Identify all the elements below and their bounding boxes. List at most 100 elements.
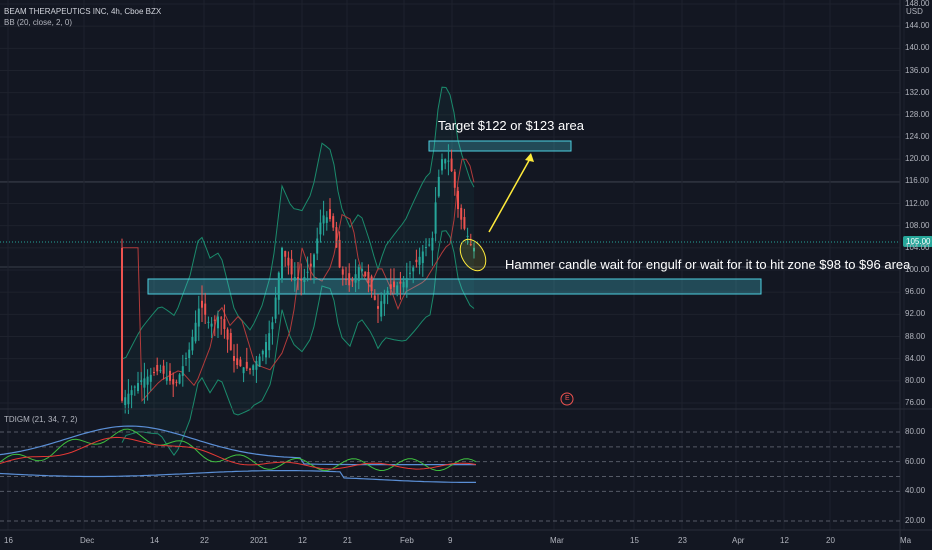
candle-body bbox=[434, 202, 437, 234]
candle-body bbox=[130, 390, 133, 396]
candle-body bbox=[287, 257, 290, 266]
price-tick-label: 116.00 bbox=[905, 176, 929, 186]
candle-body bbox=[297, 277, 299, 279]
candle-body bbox=[124, 397, 127, 406]
candle-body bbox=[309, 263, 312, 267]
candle-body bbox=[377, 306, 379, 309]
candle-body bbox=[245, 361, 248, 369]
candle-body bbox=[249, 368, 251, 370]
candle-body bbox=[162, 365, 165, 374]
candle-body bbox=[444, 159, 447, 164]
tdi-tick-label: 80.00 bbox=[905, 427, 926, 436]
candle-body bbox=[197, 308, 200, 327]
candle-body bbox=[453, 171, 456, 188]
candle-body bbox=[463, 217, 466, 229]
candle-body bbox=[380, 301, 383, 317]
hammer-annotation: Hammer candle wait for engulf or wait fo… bbox=[505, 257, 911, 272]
price-tick-label: 124.00 bbox=[905, 132, 930, 141]
candle-body bbox=[412, 267, 415, 272]
candle-body bbox=[146, 376, 149, 385]
price-tick-label: 100.00 bbox=[905, 265, 930, 274]
time-tick-label: Dec bbox=[80, 536, 95, 545]
price-tick-label: 84.00 bbox=[905, 353, 926, 363]
candle-body bbox=[396, 285, 399, 295]
candle-body bbox=[236, 358, 239, 366]
candle-body bbox=[367, 271, 370, 284]
tdi-tick-label: 40.00 bbox=[905, 486, 926, 496]
time-tick-label: Mar bbox=[550, 536, 564, 545]
price-tick-label: 108.00 bbox=[905, 220, 930, 230]
candle-body bbox=[265, 342, 267, 358]
candle-body bbox=[357, 267, 360, 282]
candle-body bbox=[268, 333, 271, 351]
candle-body bbox=[159, 370, 162, 372]
tdi-lower-band bbox=[0, 470, 476, 483]
price-tick-label: 112.00 bbox=[905, 198, 929, 208]
time-tick-label: Feb bbox=[400, 536, 414, 545]
time-tick-label: 16 bbox=[4, 536, 13, 545]
price-tick-label: 104.00 bbox=[905, 242, 930, 252]
candle-body bbox=[172, 379, 175, 385]
candle-body bbox=[437, 176, 440, 197]
target-zone bbox=[428, 140, 572, 152]
candle-body bbox=[156, 365, 159, 372]
candle-body bbox=[223, 319, 226, 329]
candle-body bbox=[431, 237, 434, 251]
price-tick-label: 148.00 bbox=[905, 0, 930, 8]
tdi-levels bbox=[0, 431, 900, 522]
candle-body bbox=[284, 251, 287, 257]
price-tick-label: 128.00 bbox=[905, 109, 930, 119]
candle-body bbox=[274, 297, 277, 319]
price-tick-label: 92.00 bbox=[905, 309, 926, 319]
candle-body bbox=[271, 322, 274, 330]
candle-body bbox=[473, 247, 475, 252]
tdi-tick-label: 60.00 bbox=[905, 456, 926, 466]
candle-body bbox=[335, 227, 338, 248]
candle-body bbox=[415, 259, 418, 263]
candle-body bbox=[188, 349, 191, 358]
candle-body bbox=[409, 272, 411, 274]
price-tick-label: 80.00 bbox=[905, 375, 926, 385]
candle-body bbox=[149, 374, 152, 382]
candle-body bbox=[351, 279, 354, 282]
candle-body bbox=[258, 356, 261, 367]
candle-body bbox=[233, 355, 235, 361]
time-tick-label: 12 bbox=[298, 536, 307, 545]
candle-body bbox=[393, 281, 395, 288]
candle-body bbox=[447, 160, 450, 162]
candle-body bbox=[466, 235, 469, 238]
candle-body bbox=[204, 303, 207, 315]
candle-body bbox=[421, 251, 424, 264]
tdi-signal-line bbox=[0, 436, 477, 470]
candle-body bbox=[194, 322, 197, 342]
candle-body bbox=[316, 238, 319, 254]
time-tick-label: 21 bbox=[343, 536, 352, 545]
candle-body bbox=[441, 159, 443, 171]
candle-body bbox=[226, 329, 229, 340]
candle-body bbox=[418, 256, 421, 265]
candle-body bbox=[303, 277, 306, 283]
price-tick-label: 88.00 bbox=[905, 331, 926, 341]
bollinger-lower-band bbox=[121, 230, 475, 456]
candle-body bbox=[306, 271, 309, 273]
support-zone bbox=[147, 278, 762, 295]
candle-body bbox=[457, 190, 459, 210]
currency-label: USD bbox=[906, 7, 923, 16]
time-tick-label: 15 bbox=[630, 536, 639, 545]
candle-body bbox=[143, 378, 146, 388]
last-price-tag: 105.00 bbox=[903, 236, 932, 247]
candle-body bbox=[229, 333, 232, 351]
tdi-rsi-line bbox=[0, 428, 477, 472]
candle-body bbox=[178, 374, 181, 384]
candle-body bbox=[137, 383, 139, 392]
time-tick-label: 12 bbox=[780, 536, 789, 545]
bollinger-upper-band bbox=[121, 86, 475, 360]
candle-body bbox=[383, 293, 386, 304]
candle-body bbox=[345, 279, 347, 281]
candle-body bbox=[402, 281, 405, 288]
candle-body bbox=[133, 386, 136, 388]
candle-body bbox=[207, 321, 210, 323]
candle-body bbox=[185, 357, 187, 359]
candle-body bbox=[127, 393, 130, 405]
